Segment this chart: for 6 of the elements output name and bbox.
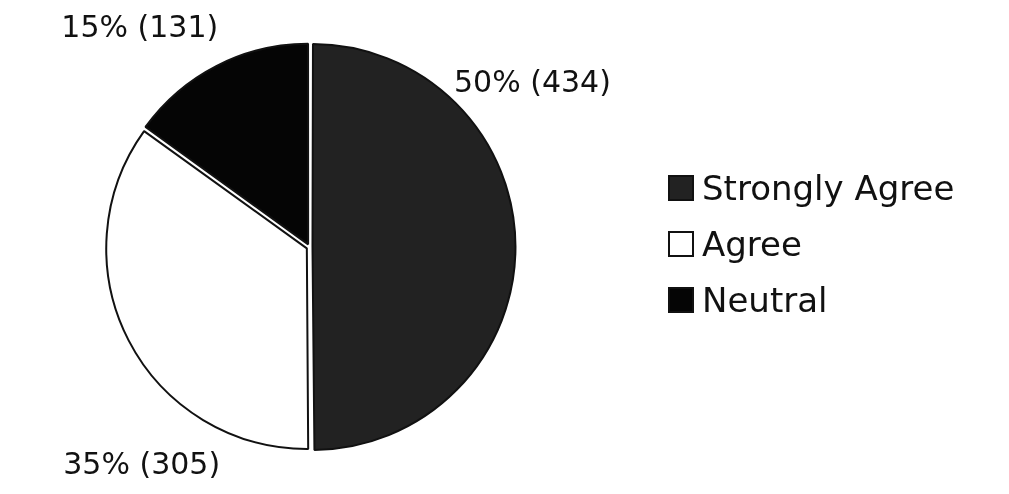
- legend-label: Neutral: [702, 280, 828, 320]
- data-label: 50% (434): [453, 64, 611, 100]
- legend-label: Agree: [702, 224, 802, 264]
- data-label: 15% (131): [61, 9, 219, 45]
- data-label: 35% (305): [63, 445, 221, 481]
- legend-label: Strongly Agree: [702, 168, 955, 208]
